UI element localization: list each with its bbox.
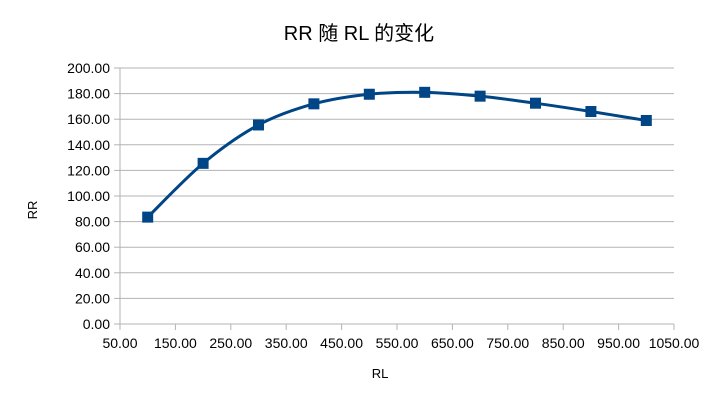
y-tick-label: 20.00 xyxy=(75,290,110,306)
y-axis-label: RR xyxy=(25,201,40,220)
y-tick-label: 140.00 xyxy=(67,137,110,153)
x-tick-label: 550.00 xyxy=(376,335,419,351)
x-axis-label: RL xyxy=(372,366,389,381)
data-point xyxy=(142,211,154,223)
data-point xyxy=(197,157,209,169)
x-tick-label: 350.00 xyxy=(265,335,308,351)
series-line xyxy=(146,90,648,219)
gridlines xyxy=(120,67,674,299)
data-point xyxy=(419,86,431,98)
y-tick-label: 120.00 xyxy=(67,162,110,178)
series xyxy=(142,86,652,223)
y-tick-label: 200.00 xyxy=(67,60,110,76)
data-point xyxy=(640,114,652,126)
data-point xyxy=(474,90,486,102)
axes xyxy=(114,67,675,330)
x-tick-label: 750.00 xyxy=(486,335,529,351)
x-tick-label: 1050.00 xyxy=(649,335,700,351)
x-tick-label: 650.00 xyxy=(431,335,474,351)
data-point xyxy=(253,119,264,131)
x-tick-label: 850.00 xyxy=(542,335,585,351)
data-point xyxy=(308,98,320,110)
y-tick-label: 0.00 xyxy=(83,316,110,332)
data-point xyxy=(585,106,597,118)
x-tick-label: 50.00 xyxy=(102,335,137,351)
y-tick-label: 80.00 xyxy=(75,214,110,230)
y-tick-labels: 0.00 20.00 40.00 60.00 80.00 100.00 120.00 140.… xyxy=(67,60,110,332)
chart-title: RR 随 RL 的变化 xyxy=(284,22,434,45)
data-point xyxy=(363,88,375,100)
y-tick-label: 60.00 xyxy=(75,239,110,255)
x-tick-label: 950.00 xyxy=(597,335,640,351)
x-tick-label: 150.00 xyxy=(154,335,197,351)
x-tick-label: 450.00 xyxy=(320,335,363,351)
y-tick-label: 180.00 xyxy=(67,86,110,102)
x-tick-label: 250.00 xyxy=(209,335,252,351)
y-tick-label: 40.00 xyxy=(75,265,110,281)
data-point xyxy=(530,97,541,109)
y-tick-label: 160.00 xyxy=(67,111,110,127)
x-tick-labels: 50.00 150.00 250.00 350.00 450.00 550.00 650.0… xyxy=(102,335,699,351)
y-tick-label: 100.00 xyxy=(67,188,110,204)
